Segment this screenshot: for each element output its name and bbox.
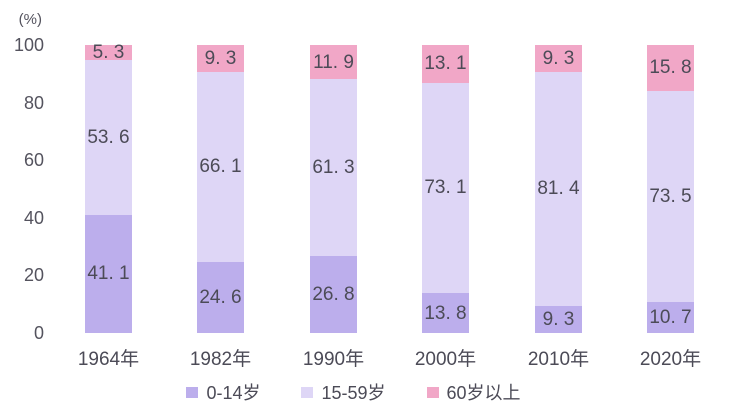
segment-value-label: 9. 3 bbox=[542, 47, 575, 69]
bar-segment-0-14岁: 10. 7 bbox=[647, 302, 694, 333]
bar-segment-60岁以上: 13. 1 bbox=[422, 45, 469, 83]
x-axis-label: 1964年 bbox=[77, 349, 140, 370]
bar-segment-60岁以上: 9. 3 bbox=[535, 45, 582, 72]
segment-value-label: 41. 1 bbox=[87, 263, 130, 285]
y-axis-tick-label: 20 bbox=[23, 265, 44, 286]
bar-segment-15-59岁: 53. 6 bbox=[85, 60, 132, 215]
x-axis-label: 2010年 bbox=[527, 349, 590, 370]
bar-segment-15-59岁: 73. 5 bbox=[647, 90, 694, 303]
bar-segment-15-59岁: 81. 4 bbox=[535, 71, 582, 307]
x-axis-label: 1990年 bbox=[302, 349, 365, 370]
bar-segment-15-59岁: 66. 1 bbox=[197, 71, 244, 263]
y-axis-tick-label: 80 bbox=[23, 92, 44, 113]
y-axis-tick-label: 0 bbox=[33, 323, 44, 343]
bar-segment-60岁以上: 5. 3 bbox=[85, 42, 132, 64]
segment-value-label: 73. 5 bbox=[649, 185, 692, 207]
bar-segment-0-14岁: 9. 3 bbox=[535, 306, 582, 333]
segment-value-label: 13. 1 bbox=[424, 53, 467, 75]
segment-value-label: 9. 3 bbox=[204, 47, 237, 69]
y-axis-tick-label: 60 bbox=[23, 150, 44, 171]
bar-segment-0-14岁: 41. 1 bbox=[85, 214, 132, 333]
legend-label: 15-59岁 bbox=[321, 383, 386, 403]
x-axis-label: 1982年 bbox=[189, 349, 252, 370]
segment-value-label: 66. 1 bbox=[199, 156, 242, 178]
bar-segment-0-14岁: 13. 8 bbox=[422, 293, 469, 333]
legend-item-0-14岁: 0-14岁 bbox=[186, 379, 260, 405]
legend-label: 60岁以上 bbox=[446, 383, 521, 403]
bar-segment-60岁以上: 15. 8 bbox=[647, 45, 694, 91]
legend: 0-14岁 15-59岁 60岁以上 bbox=[0, 379, 707, 405]
segment-value-label: 81. 4 bbox=[537, 178, 580, 200]
y-axis-tick-label: 40 bbox=[23, 207, 44, 228]
segment-value-label: 11. 9 bbox=[313, 51, 354, 73]
bar-segment-0-14岁: 26. 8 bbox=[310, 255, 357, 333]
bar-segment-60岁以上: 11. 9 bbox=[310, 45, 357, 80]
bar-segment-60岁以上: 9. 3 bbox=[197, 45, 244, 72]
segment-value-label: 61. 3 bbox=[312, 157, 355, 179]
legend-swatch-15-59岁 bbox=[301, 386, 314, 398]
segment-value-label: 24. 6 bbox=[199, 287, 242, 309]
x-axis-label: 2020年 bbox=[639, 349, 702, 370]
legend-item-15-59岁: 15-59岁 bbox=[301, 379, 386, 405]
bar-segment-15-59岁: 61. 3 bbox=[310, 79, 357, 256]
legend-swatch-60岁以上 bbox=[426, 386, 439, 398]
segment-value-label: 53. 6 bbox=[87, 126, 130, 148]
y-axis-unit-label: (%) bbox=[18, 11, 42, 28]
segment-value-label: 15. 8 bbox=[649, 57, 692, 79]
y-axis-tick-label: 100 bbox=[13, 35, 44, 55]
segment-value-label: 73. 1 bbox=[424, 177, 467, 199]
bar-segment-0-14岁: 24. 6 bbox=[197, 262, 244, 333]
bar-segment-15-59岁: 73. 1 bbox=[422, 82, 469, 294]
legend-item-60岁以上: 60岁以上 bbox=[426, 379, 521, 405]
legend-label: 0-14岁 bbox=[206, 383, 261, 403]
segment-value-label: 5. 3 bbox=[92, 42, 125, 64]
x-axis-label: 2000年 bbox=[414, 349, 477, 370]
segment-value-label: 10. 7 bbox=[649, 307, 692, 329]
segment-value-label: 13. 8 bbox=[424, 302, 467, 324]
segment-value-label: 26. 8 bbox=[312, 283, 355, 305]
segment-value-label: 9. 3 bbox=[542, 309, 575, 331]
legend-swatch-0-14岁 bbox=[186, 386, 199, 398]
